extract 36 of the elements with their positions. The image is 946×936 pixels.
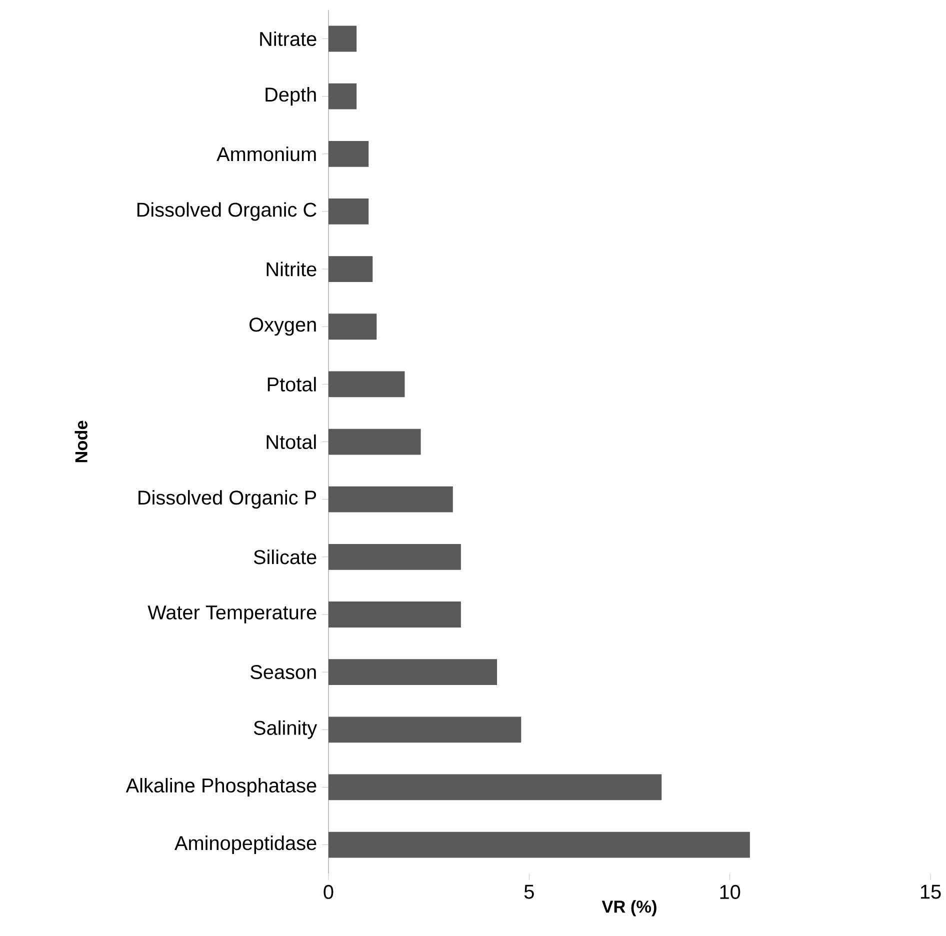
- bar: [328, 256, 373, 282]
- x-tick-label: 10: [720, 884, 740, 899]
- bar: [328, 83, 357, 110]
- y-tick-label: Alkaline Phosphatase: [126, 778, 316, 796]
- x-tick-label: 15: [920, 884, 941, 899]
- y-tick-label: Oxygen: [250, 317, 316, 336]
- y-tick-label: Ammonium: [216, 146, 316, 161]
- y-tick-label: Nitrite: [266, 262, 316, 276]
- y-axis-title: Node: [74, 420, 88, 462]
- bar: [328, 371, 405, 397]
- y-tick-label: Season: [250, 664, 316, 679]
- bar: [328, 544, 461, 570]
- bar: [328, 774, 662, 800]
- bar: [328, 486, 453, 512]
- bar: [328, 832, 750, 858]
- y-tick-label: Dissolved Organic P: [138, 490, 316, 508]
- y-tick-label: Ntotal: [266, 434, 316, 449]
- bar: [328, 198, 369, 224]
- x-tick-label: 0: [324, 884, 334, 899]
- y-tick-label: Nitrate: [260, 31, 316, 46]
- bar: [328, 428, 421, 454]
- y-tick-label: Salinity: [254, 720, 318, 739]
- y-tick-label: Dissolved Organic C: [137, 202, 316, 220]
- y-tick-label: Aminopeptidase: [174, 835, 316, 854]
- y-tick-label: Water Temperature: [148, 605, 316, 624]
- bar: [328, 313, 377, 340]
- y-tick-label: Silicate: [254, 549, 316, 564]
- bar: [328, 140, 369, 167]
- y-tick-label: Ptotal: [268, 376, 316, 392]
- x-tick-label: 5: [524, 884, 534, 899]
- bar: [328, 658, 498, 685]
- y-tick-label: Depth: [266, 86, 316, 106]
- x-axis-title: VR (%): [602, 900, 656, 916]
- bar: [328, 26, 357, 52]
- bar: [328, 716, 522, 742]
- bar: [328, 601, 461, 628]
